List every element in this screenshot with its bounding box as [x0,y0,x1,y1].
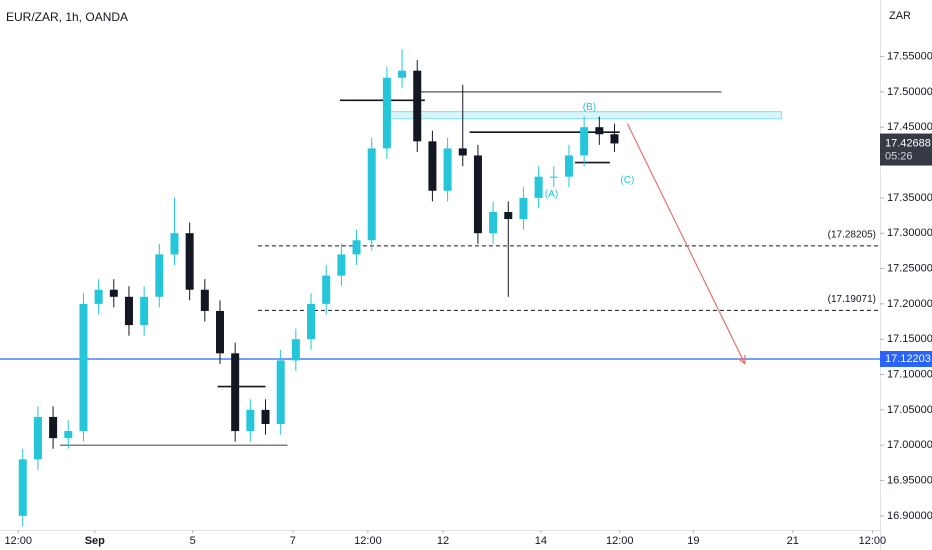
candle-body [276,360,285,424]
candle-body [610,134,619,144]
candle-body [337,254,346,276]
wave-label: (B) [583,102,596,113]
candle-body [489,212,498,234]
candle-body [18,459,27,516]
y-tick-label: 17.00000 [887,439,932,451]
y-tick-label: 17.50000 [887,86,932,98]
x-tick-label: 19 [687,535,699,547]
candle-body [549,176,558,178]
candle-body [109,289,118,297]
target-badge [880,350,932,367]
candle-body [382,77,391,149]
candle-body [231,353,240,432]
x-tick-label: 12:00 [859,535,887,547]
wave-label: (C) [620,175,634,186]
candle-body [443,148,452,191]
x-tick-label: 21 [787,535,799,547]
candle-body [504,212,513,220]
y-tick-label: 17.20000 [887,298,932,310]
y-tick-label: 17.30000 [887,227,932,239]
candle-body [595,127,604,135]
y-tick-label: 17.10000 [887,368,932,380]
level-label: (17.19071) [828,294,876,305]
candle-body [413,70,422,142]
x-tick-label: 12:00 [4,535,32,547]
x-tick-label: Sep [85,535,105,547]
x-tick-label: 7 [290,535,296,547]
x-tick-label: 14 [535,535,547,547]
y-tick-label: 17.35000 [887,192,932,204]
y-tick-label: 16.90000 [887,510,932,522]
candle-body [155,254,164,297]
y-tick-label: 16.95000 [887,474,932,486]
x-tick-label: 12:00 [354,535,382,547]
candle-body [428,141,437,191]
arrow-head [737,354,746,366]
candle-body [519,197,528,220]
candle-body [367,148,376,241]
candle-body [170,233,179,255]
y-tick-label: 17.25000 [887,262,932,274]
candle-body [291,339,300,361]
candle-body [124,296,133,326]
candle-body [185,233,194,290]
level-label: (17.28205) [828,230,876,241]
candle-body [352,240,361,255]
x-tick-label: 12 [437,535,449,547]
y-tick-label: 17.05000 [887,404,932,416]
candle-body [473,155,482,234]
wave-label: (A) [545,189,558,200]
candle-body [64,431,73,439]
y-tick-label: 17.45000 [887,121,932,133]
y-tick-label: 17.15000 [887,333,932,345]
countdown-label: 05:26 [885,150,913,162]
candle-body [79,303,88,432]
candle-body [200,289,209,311]
chart-title: EUR/ZAR, 1h, OANDA [6,10,128,24]
currency-label: ZAR [889,10,911,22]
candle-body [94,289,103,304]
candle-body [246,409,255,432]
candle-body [33,416,42,460]
y-tick-label: 17.55000 [887,50,932,62]
candle-body [49,416,58,439]
candle-body [140,296,149,326]
last-price-label: 17.42688 [885,137,931,149]
candle-body [580,127,589,156]
x-tick-label: 12:00 [606,535,634,547]
target-label: 17.12203 [885,353,931,365]
forecast-arrow [626,123,746,365]
x-tick-label: 5 [190,535,196,547]
candle-body [398,70,407,78]
candle-body [322,275,331,304]
candle-body [534,176,543,198]
candle-body [458,148,467,156]
candle-body [216,310,224,354]
candle-body [261,409,270,424]
candle-body [307,303,316,340]
candle-body [564,155,573,177]
last-price-badge [880,133,932,166]
